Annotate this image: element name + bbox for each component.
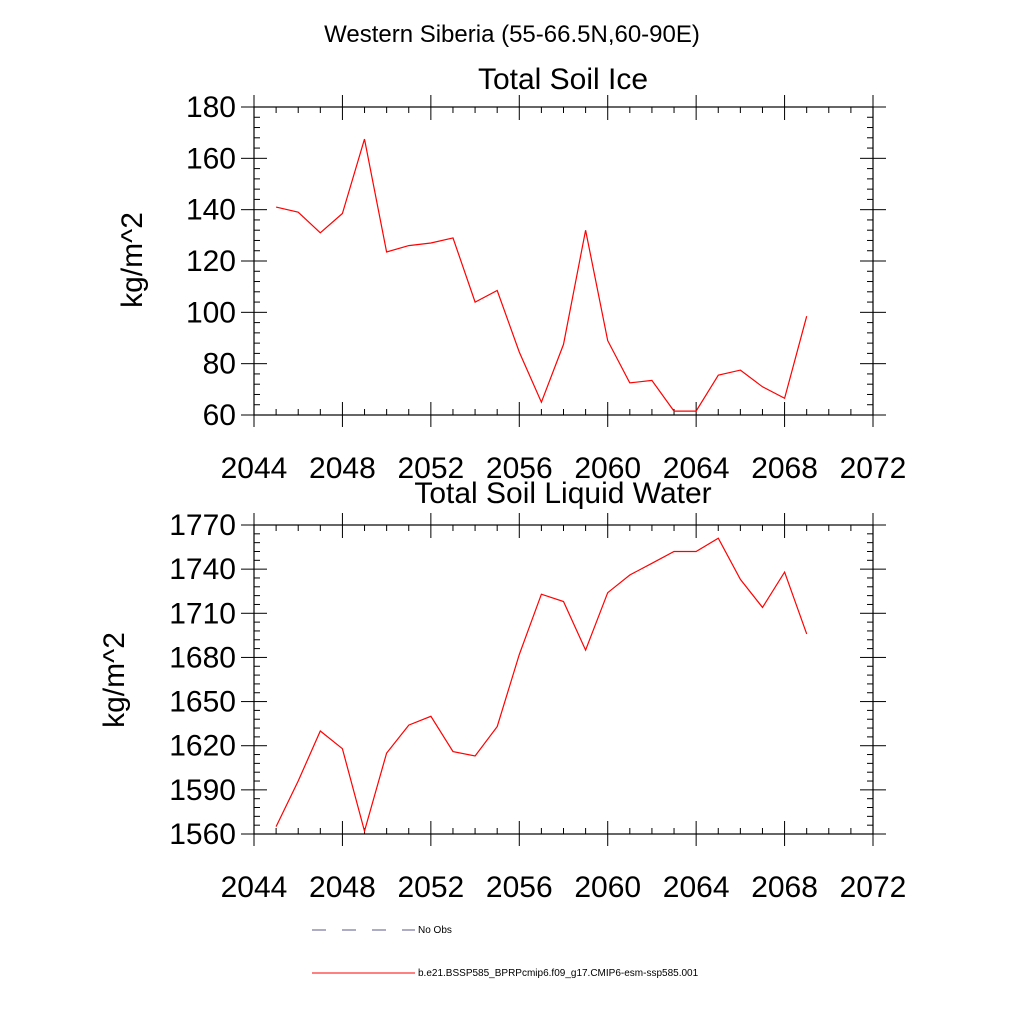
panel-total-soil-liquid-water: Total Soil Liquid Water kg/m^2 2044 2048 2… bbox=[98, 477, 906, 904]
x-tick-label: 2064 bbox=[663, 871, 730, 904]
y-axis-label: kg/m^2 bbox=[116, 212, 149, 308]
y-tick-label: 1620 bbox=[169, 730, 236, 763]
x-tick-label: 2044 bbox=[221, 871, 288, 904]
x-tick-label: 2068 bbox=[751, 871, 818, 904]
legend-label-model: b.e21.BSSP585_BPRPcmip6.f09_g17.CMIP6-es… bbox=[418, 968, 699, 979]
x-tick-label: 2068 bbox=[751, 452, 818, 485]
panel-total-soil-ice: Total Soil Ice kg/m^2 2044 2048 2052 2056 20… bbox=[116, 63, 906, 485]
y-tick-label: 1650 bbox=[169, 686, 236, 719]
x-tick-label: 2052 bbox=[397, 452, 464, 485]
x-tick-label: 2052 bbox=[397, 871, 464, 904]
x-tick-label: 2056 bbox=[486, 871, 553, 904]
legend: No Obs b.e21.BSSP585_BPRPcmip6.f09_g17.C… bbox=[312, 925, 699, 979]
y-tick-label: 100 bbox=[186, 296, 236, 329]
x-tick-label: 2060 bbox=[574, 871, 641, 904]
y-tick-label: 1590 bbox=[169, 774, 236, 807]
y-tick-label: 60 bbox=[203, 399, 236, 432]
y-tick-label: 1560 bbox=[169, 818, 236, 851]
x-tick-label: 2072 bbox=[840, 452, 907, 485]
chart-title: Total Soil Ice bbox=[478, 63, 648, 96]
x-tick-label: 2048 bbox=[309, 452, 376, 485]
series-line bbox=[275, 537, 808, 834]
series-line bbox=[275, 138, 808, 412]
y-tick-label: 140 bbox=[186, 194, 236, 227]
y-tick-label: 1710 bbox=[169, 597, 236, 630]
x-tick-label: 2064 bbox=[663, 452, 730, 485]
plot-frame bbox=[253, 524, 874, 835]
y-tick-label: 1680 bbox=[169, 641, 236, 674]
y-tick-label: 180 bbox=[186, 91, 236, 124]
x-tick-label: 2056 bbox=[486, 452, 553, 485]
legend-label-no-obs: No Obs bbox=[418, 925, 452, 936]
y-tick-label: 80 bbox=[203, 348, 236, 381]
chart-title: Total Soil Liquid Water bbox=[414, 477, 711, 510]
y-tick-label: 160 bbox=[186, 142, 236, 175]
plot-frame bbox=[253, 106, 874, 416]
y-tick-label: 1740 bbox=[169, 553, 236, 586]
y-tick-label: 1770 bbox=[169, 509, 236, 542]
x-tick-label: 2060 bbox=[574, 452, 641, 485]
figure-title: Western Siberia (55-66.5N,60-90E) bbox=[324, 21, 700, 48]
y-axis-label: kg/m^2 bbox=[98, 632, 131, 728]
x-tick-label: 2072 bbox=[840, 871, 907, 904]
x-tick-label: 2048 bbox=[309, 871, 376, 904]
x-tick-label: 2044 bbox=[221, 452, 288, 485]
y-tick-label: 120 bbox=[186, 245, 236, 278]
